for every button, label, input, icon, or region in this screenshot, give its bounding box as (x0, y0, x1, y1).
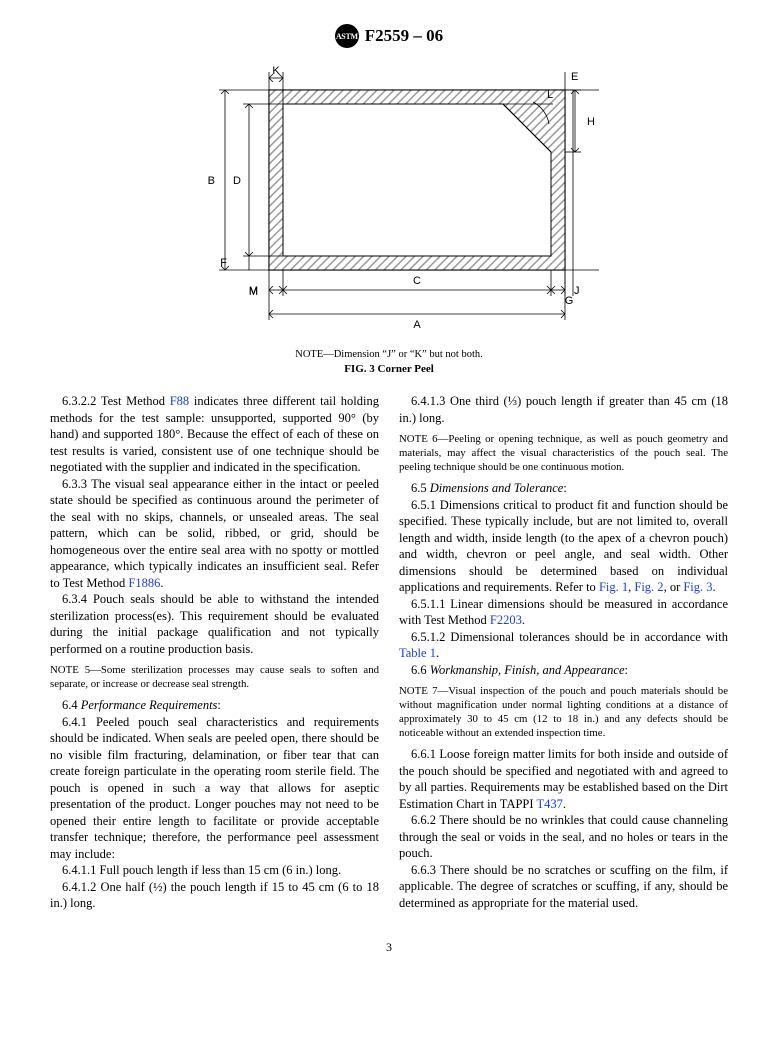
text: 6.5 (411, 481, 430, 495)
svg-text:E: E (571, 71, 578, 83)
page-number: 3 (50, 940, 728, 955)
svg-text:F: F (220, 257, 227, 269)
text: . (160, 576, 163, 590)
para-6-4-1-1: 6.4.1.1 Full pouch length if less than 1… (50, 862, 379, 879)
text: . (713, 580, 716, 594)
ref-f1886[interactable]: F1886 (128, 576, 160, 590)
para-6-3-3: 6.3.3 The visual seal appearance either … (50, 476, 379, 592)
page: ASTM F2559 – 06 ACMBDFKEIIHLMJG NOTE—Dim… (0, 0, 778, 985)
para-6-5-1: 6.5.1 Dimensions critical to product fit… (399, 497, 728, 596)
para-6-4-1: 6.4.1 Peeled pouch seal characteristics … (50, 714, 379, 863)
svg-text:D: D (233, 175, 241, 187)
text: : (625, 663, 628, 677)
heading-title: Performance Requirements (81, 698, 218, 712)
note-7: NOTE 7—Visual inspection of the pouch an… (399, 684, 728, 740)
standard-id: F2559 – 06 (365, 26, 443, 46)
heading-title: Workmanship, Finish, and Appearance (430, 663, 625, 677)
ref-table1[interactable]: Table 1 (399, 646, 436, 660)
svg-text:L: L (547, 89, 553, 101)
header-row: ASTM F2559 – 06 (335, 24, 443, 48)
text: 6.5.1.1 Linear dimensions should be meas… (399, 597, 728, 628)
heading-6-5: 6.5 Dimensions and Tolerance: (399, 480, 728, 497)
text: . (522, 613, 525, 627)
figure-label: FIG. 3 Corner Peel (50, 363, 728, 375)
note-6: NOTE 6—Peeling or opening technique, as … (399, 432, 728, 474)
ref-t437[interactable]: T437 (536, 797, 562, 811)
note-5: NOTE 5—Some sterilization processes may … (50, 663, 379, 691)
ref-fig1[interactable]: Fig. 1 (599, 580, 628, 594)
heading-title: Dimensions and Tolerance (430, 481, 564, 495)
ref-f2203[interactable]: F2203 (490, 613, 522, 627)
svg-text:J: J (574, 285, 580, 297)
para-6-3-2-2: 6.3.2.2 Test Method F88 indicates three … (50, 393, 379, 476)
svg-text:H: H (587, 116, 595, 128)
svg-text:A: A (413, 319, 421, 331)
svg-text:K: K (272, 65, 280, 77)
text: , or (664, 580, 684, 594)
heading-6-6: 6.6 Workmanship, Finish, and Appearance: (399, 662, 728, 679)
svg-text:C: C (413, 275, 421, 287)
ref-fig3[interactable]: Fig. 3 (683, 580, 712, 594)
para-6-6-1: 6.6.1 Loose foreign matter limits for bo… (399, 746, 728, 812)
text: 6.4 (62, 698, 81, 712)
text: . (436, 646, 439, 660)
svg-text:B: B (208, 175, 215, 187)
astm-logo-icon: ASTM (335, 24, 359, 48)
para-6-5-1-1: 6.5.1.1 Linear dimensions should be meas… (399, 596, 728, 629)
para-6-5-1-2: 6.5.1.2 Dimensional tolerances should be… (399, 629, 728, 662)
para-6-4-1-2: 6.4.1.2 One half (½) the pouch length if… (50, 879, 379, 912)
logo-text: ASTM (336, 32, 358, 41)
heading-6-4: 6.4 Performance Requirements: (50, 697, 379, 714)
text: . (563, 797, 566, 811)
text: 6.3.2.2 Test Method (62, 394, 170, 408)
para-6-6-3: 6.6.3 There should be no scratches or sc… (399, 862, 728, 912)
figure-caption: NOTE—Dimension “J” or “K” but not both. … (50, 349, 728, 375)
para-6-4-1-3: 6.4.1.3 One third (⅓) pouch length if gr… (399, 393, 728, 426)
figure-3: ACMBDFKEIIHLMJG NOTE—Dimension “J” or “K… (50, 58, 728, 375)
text: : (217, 698, 220, 712)
body-columns: 6.3.2.2 Test Method F88 indicates three … (50, 393, 728, 912)
svg-text:G: G (565, 295, 574, 307)
text: : (563, 481, 566, 495)
ref-fig2[interactable]: Fig. 2 (634, 580, 663, 594)
page-header: ASTM F2559 – 06 (50, 24, 728, 48)
text: 6.5.1.2 Dimensional tolerances should be… (411, 630, 728, 644)
text: 6.6 (411, 663, 430, 677)
figure-note: NOTE—Dimension “J” or “K” but not both. (50, 349, 728, 360)
svg-text:M: M (249, 285, 258, 297)
para-6-6-2: 6.6.2 There should be no wrinkles that c… (399, 812, 728, 862)
text: 6.3.3 The visual seal appearance either … (50, 477, 379, 590)
para-6-3-4: 6.3.4 Pouch seals should be able to with… (50, 591, 379, 657)
ref-f88[interactable]: F88 (170, 394, 189, 408)
corner-peel-diagram: ACMBDFKEIIHLMJG (179, 58, 599, 338)
